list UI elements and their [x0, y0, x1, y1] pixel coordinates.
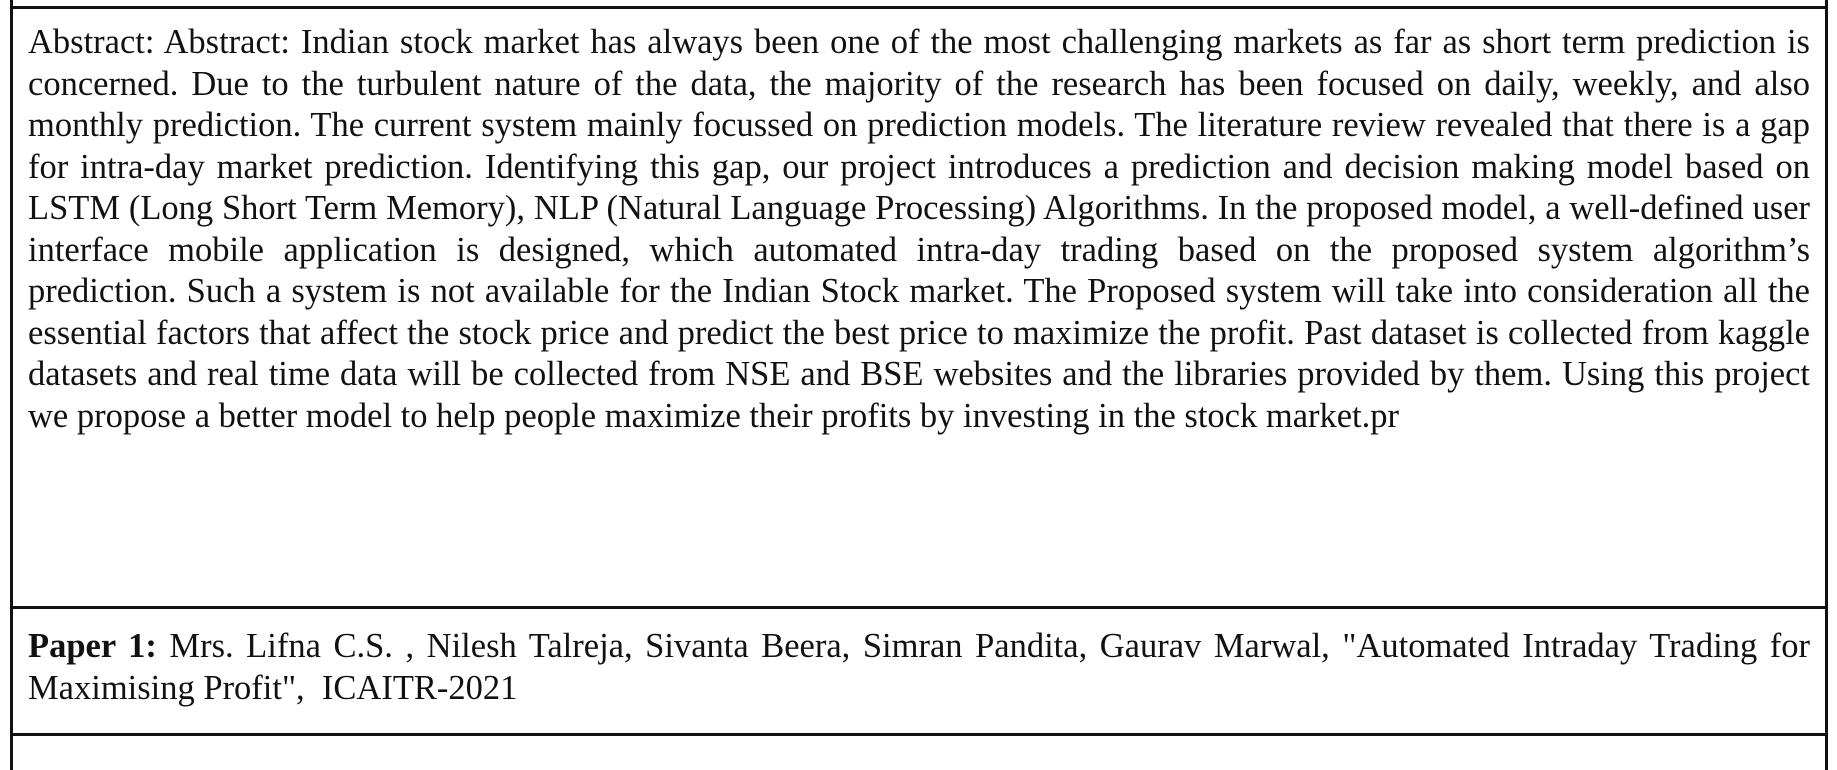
table-row-divider	[13, 606, 1825, 609]
paper-label: Paper 1:	[28, 627, 157, 665]
document-table: Abstract: Abstract: Indian stock market …	[10, 0, 1828, 770]
paper-citation-cell: Paper 1: Mrs. Lifna C.S. , Nilesh Talrej…	[28, 626, 1810, 709]
table-bottom-divider	[13, 733, 1825, 736]
table-top-border	[13, 6, 1825, 9]
paper-citation-text: Mrs. Lifna C.S. , Nilesh Talreja, Sivant…	[28, 627, 1819, 707]
abstract-text: Abstract: Abstract: Indian stock market …	[28, 23, 1810, 435]
abstract-cell: Abstract: Abstract: Indian stock market …	[28, 22, 1810, 437]
